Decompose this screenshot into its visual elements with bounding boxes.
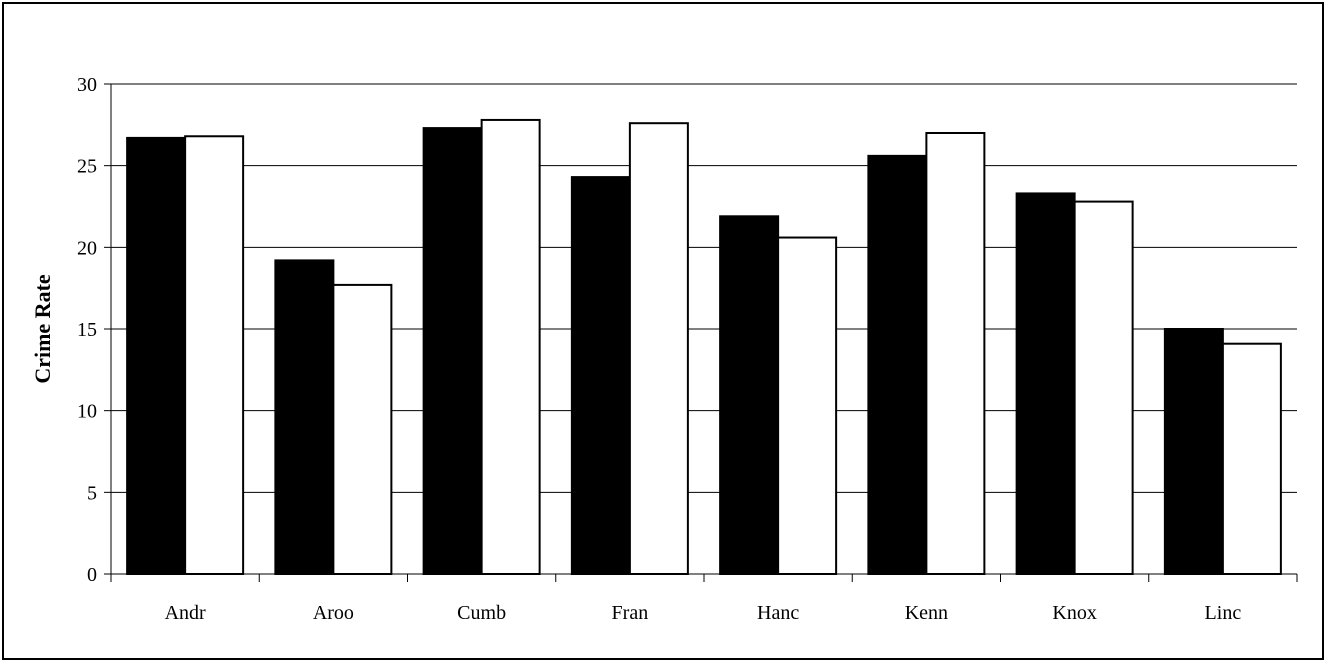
y-axis-title: Crime Rate [30,274,55,384]
bars [126,118,1282,576]
y-tick-label: 10 [77,401,97,423]
bar-hanc-series-2 [777,236,838,576]
x-tick-label: Andr [165,602,206,624]
bar-knox-series-1 [1015,192,1076,576]
bar-andr-series-1 [126,136,187,575]
x-tick-label: Aroo [313,602,354,624]
bar-kenn-series-2 [925,132,986,575]
bar-hanc-series-1 [719,215,780,576]
bar-linc-series-2 [1221,342,1282,576]
x-tick-label: Hanc [757,602,799,624]
x-tick-label: Cumb [457,602,506,624]
bar-fran-series-1 [570,176,631,575]
bar-aroo-series-2 [332,283,393,575]
bar-fran-series-2 [628,122,689,575]
y-tick-label: 20 [77,237,97,259]
y-tick-label: 5 [87,482,97,504]
y-tick-label: 15 [77,319,97,341]
y-tick-label: 30 [77,74,97,96]
y-tick-label: 0 [87,564,97,586]
bar-aroo-series-1 [274,259,335,575]
bar-andr-series-2 [184,135,245,575]
bar-cumb-series-1 [422,127,483,575]
x-tick-label: Kenn [905,602,948,624]
bar-cumb-series-2 [480,118,541,576]
x-tick-label: Fran [612,602,649,624]
bar-kenn-series-1 [867,154,928,575]
x-tick-label: Knox [1052,602,1096,624]
bar-linc-series-1 [1163,328,1224,575]
axes [104,83,1298,582]
tick-labels: 0 5 10 15 20 25 30 Andr Aroo Cumb Fran Hanc Kenn Knox… [77,74,1241,624]
bar-knox-series-2 [1073,200,1134,575]
x-tick-label: Linc [1205,602,1242,624]
y-tick-label: 25 [77,156,97,178]
